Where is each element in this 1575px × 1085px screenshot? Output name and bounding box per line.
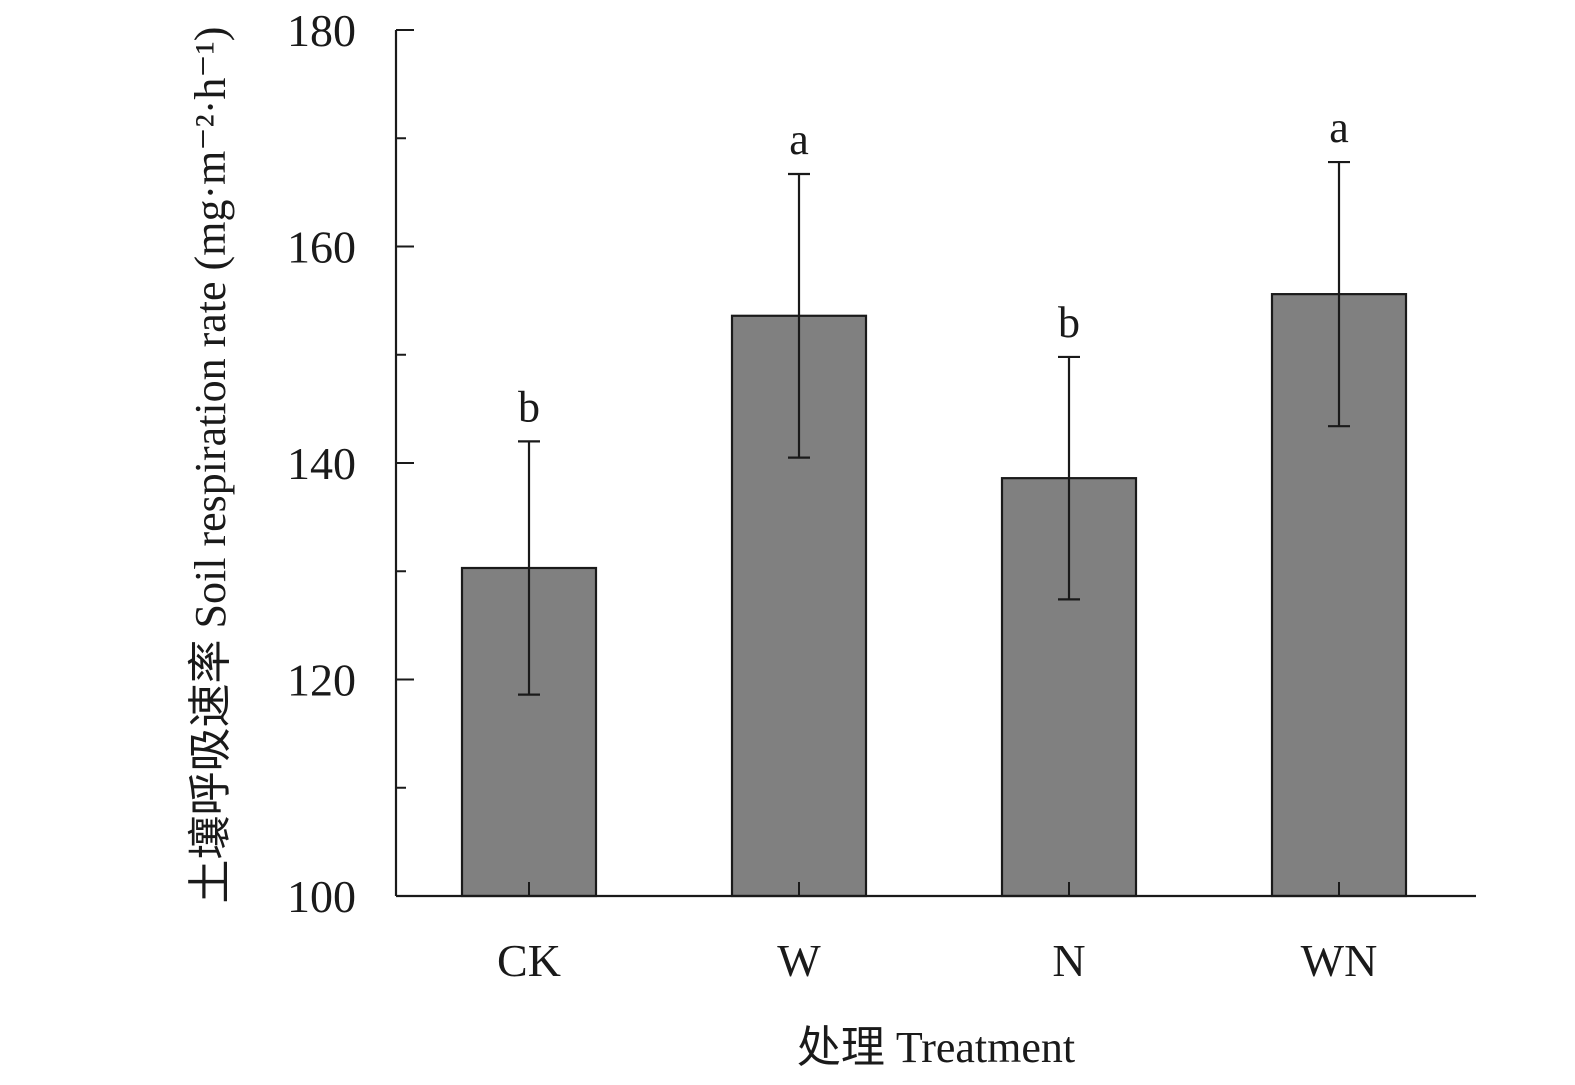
y-tick-label: 120	[287, 655, 356, 706]
x-ticks-group: CK W N WN	[497, 882, 1377, 986]
error-bars-group	[518, 160, 1350, 696]
significance-label: b	[518, 382, 540, 431]
y-tick-label: 180	[287, 5, 356, 56]
significance-labels-group: b a b a	[518, 103, 1349, 431]
y-tick-label: 100	[287, 871, 356, 922]
x-tick-label: CK	[497, 935, 561, 986]
x-tick-label: N	[1052, 935, 1085, 986]
significance-label: a	[1329, 103, 1349, 152]
bars-group	[460, 293, 1408, 898]
y-ticks-group: 100 120 140 160 180	[287, 5, 414, 922]
significance-label: a	[789, 115, 809, 164]
y-tick-label: 140	[287, 438, 356, 489]
x-axis-title: 处理 Treatment	[797, 1023, 1075, 1072]
y-axis-title: 土壤呼吸速率 Soil respiration rate (mg·m⁻²·h⁻¹…	[186, 27, 235, 904]
significance-label: b	[1058, 298, 1080, 347]
y-tick-label: 160	[287, 222, 356, 273]
x-tick-label: WN	[1301, 935, 1378, 986]
x-tick-label: W	[777, 935, 821, 986]
